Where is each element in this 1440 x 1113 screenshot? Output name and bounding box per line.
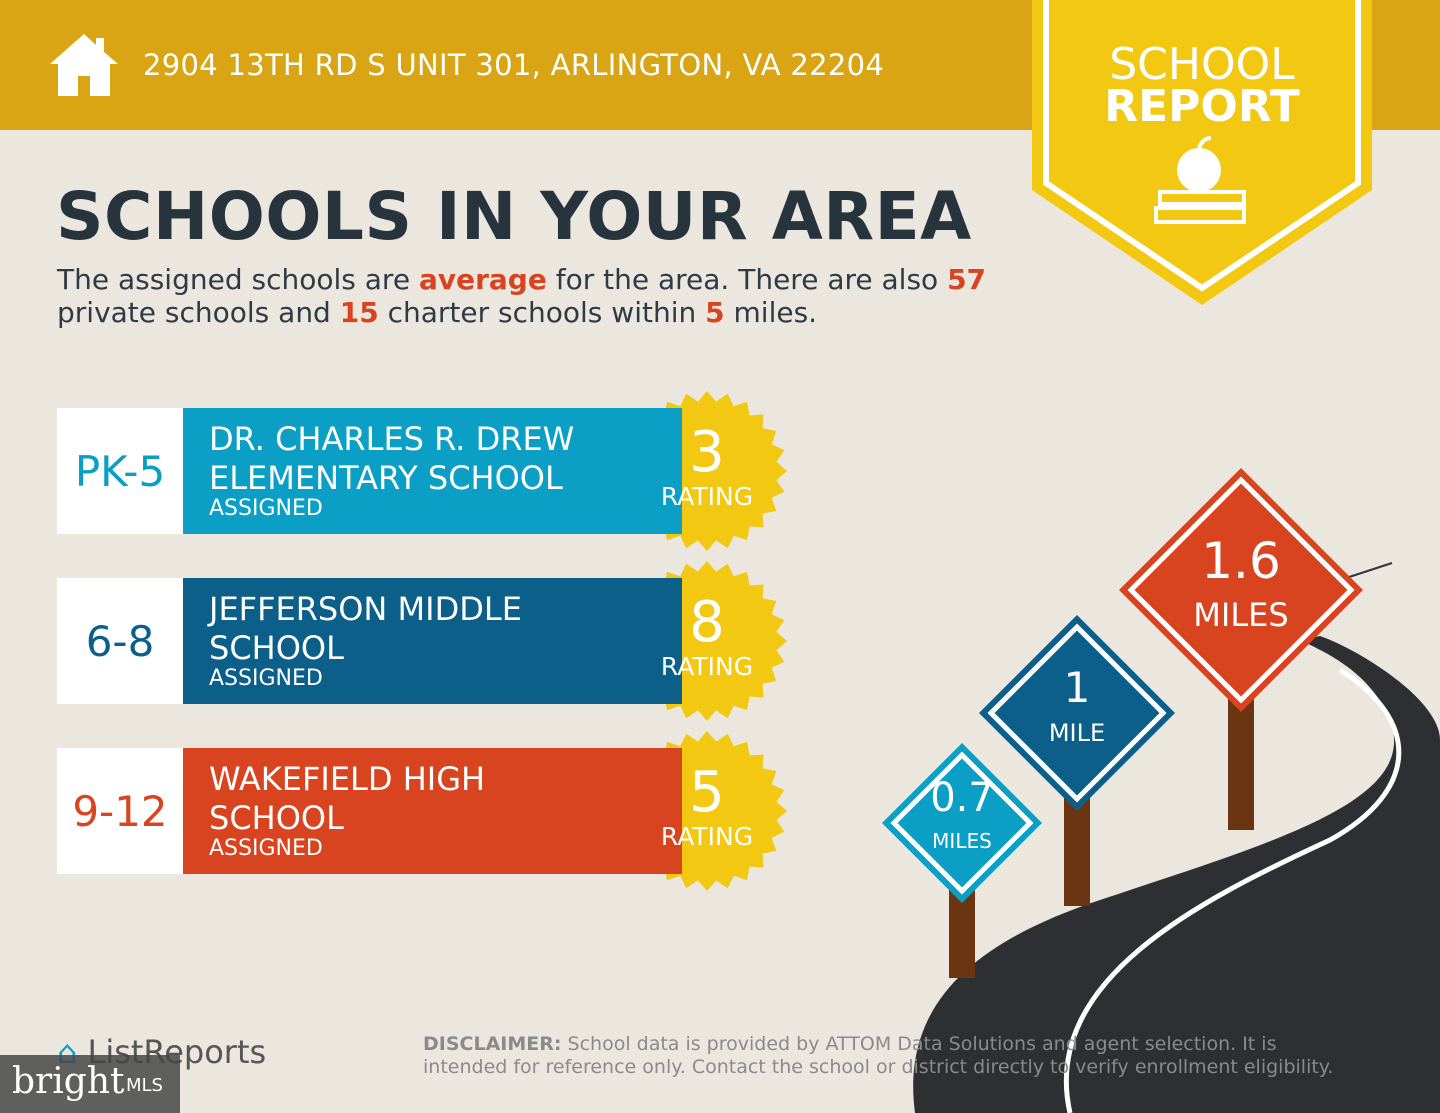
school-name-line: SCHOOL: [209, 799, 344, 837]
distance-value: 1: [1063, 663, 1091, 712]
rating: 5: [689, 760, 725, 825]
disclaimer-text: School data is provided by ATTOM Data So…: [423, 1033, 1334, 1078]
school-band: JEFFERSON MIDDLE SCHOOL ASSIGNED: [183, 578, 682, 704]
school-name: JEFFERSON MIDDLE SCHOOL: [209, 590, 522, 668]
home-icon: [50, 34, 118, 96]
disclaimer: DISCLAIMER: School data is provided by A…: [423, 1033, 1363, 1079]
distance-value: 1.6: [1201, 532, 1281, 590]
badge-line: SCHOOL: [1109, 39, 1295, 90]
distance-sign: [1119, 468, 1363, 712]
school-band: WAKEFIELD HIGH SCHOOL ASSIGNED: [183, 748, 682, 874]
school-name-line: DR. CHARLES R. DREW: [209, 420, 575, 458]
distance-sign: [882, 743, 1042, 903]
summary-segment: private schools and: [57, 296, 340, 329]
watermark-suffix: MLS: [126, 1075, 163, 1096]
address: 2904 13TH RD S UNIT 301, ARLINGTON, VA 2…: [143, 48, 885, 82]
rating-label: RATING: [660, 652, 754, 681]
distance-unit: MILE: [1048, 719, 1106, 747]
distance-unit: MILES: [932, 829, 992, 853]
summary-segment: 5: [705, 296, 725, 329]
summary: The assigned schools are average for the…: [57, 263, 1017, 329]
school-status: ASSIGNED: [209, 836, 323, 861]
school-status: ASSIGNED: [209, 496, 323, 521]
school-name-line: WAKEFIELD HIGH: [209, 760, 486, 798]
badge: SCHOOL REPORT: [1032, 39, 1372, 132]
school-row: 9-12 WAKEFIELD HIGH SCHOOL ASSIGNED: [57, 748, 682, 874]
distance-sign: [979, 615, 1175, 811]
summary-segment: The assigned schools are: [57, 263, 419, 296]
badge-line: REPORT: [1104, 81, 1300, 132]
summary-segment: 15: [339, 296, 379, 329]
distance-value: 0.7: [930, 775, 994, 821]
watermark-text: bright: [12, 1061, 125, 1102]
rating-label: RATING: [660, 482, 754, 511]
distance-sign-border: [987, 623, 1167, 803]
grades: 9-12: [57, 748, 183, 874]
summary-segment: miles.: [724, 296, 818, 329]
school-row: 6-8 JEFFERSON MIDDLE SCHOOL ASSIGNED: [57, 578, 682, 704]
rating: 3: [689, 420, 725, 485]
school-row: PK-5 DR. CHARLES R. DREW ELEMENTARY SCHOOL…: [57, 408, 682, 534]
distance-unit: MILES: [1193, 596, 1289, 634]
disclaimer-label: DISCLAIMER:: [423, 1033, 562, 1055]
school-name: DR. CHARLES R. DREW ELEMENTARY SCHOOL: [209, 420, 574, 498]
school-name-line: JEFFERSON MIDDLE: [209, 590, 522, 628]
school-status: ASSIGNED: [209, 666, 323, 691]
distance-sign-border: [1127, 476, 1355, 704]
summary-segment: charter schools within: [378, 296, 706, 329]
summary-segment: for the area. There are also: [546, 263, 948, 296]
summary-segment: average: [418, 263, 547, 296]
school-name-line: SCHOOL: [209, 629, 344, 667]
watermark: bright MLS: [0, 1055, 180, 1113]
rating-label: RATING: [660, 822, 754, 851]
grades: PK-5: [57, 408, 183, 534]
summary-segment: 57: [947, 263, 987, 296]
distance-sign-border: [890, 751, 1034, 895]
title: SCHOOLS IN YOUR AREA: [56, 178, 972, 255]
school-name-line: ELEMENTARY SCHOOL: [209, 459, 563, 497]
grades: 6-8: [57, 578, 183, 704]
school-name: WAKEFIELD HIGH SCHOOL: [209, 760, 485, 838]
rating: 8: [689, 590, 725, 655]
school-band: DR. CHARLES R. DREW ELEMENTARY SCHOOL ASSI…: [183, 408, 682, 534]
